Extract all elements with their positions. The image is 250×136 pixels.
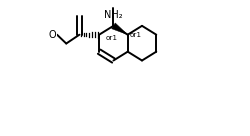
- Polygon shape: [112, 23, 128, 35]
- Text: NH₂: NH₂: [104, 10, 123, 20]
- Text: or1: or1: [130, 32, 142, 38]
- Text: or1: or1: [105, 35, 117, 41]
- Text: O: O: [48, 30, 56, 40]
